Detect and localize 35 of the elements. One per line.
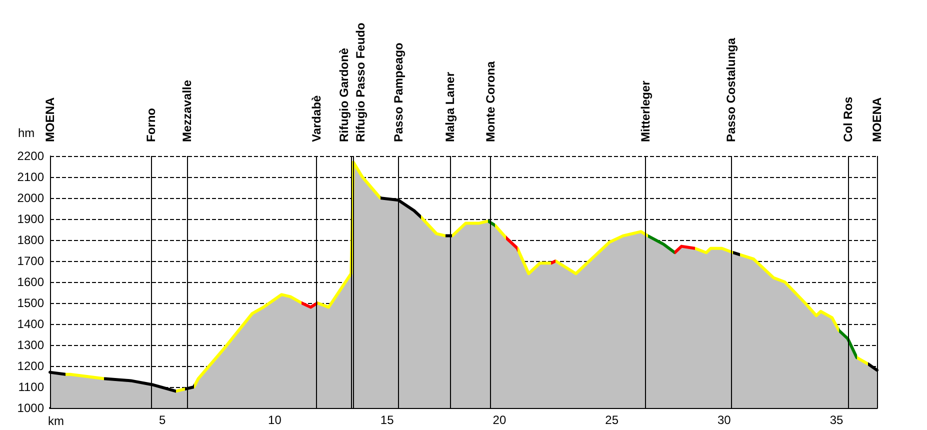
y-tick-label: 1000 — [17, 401, 44, 415]
ref-line-label: Mitterleger — [638, 80, 653, 142]
y-tick-label: 2200 — [17, 149, 44, 163]
y-tick-label: 1600 — [17, 275, 44, 289]
y-tick-label: 2100 — [17, 170, 44, 184]
y-tick-label: 1800 — [17, 233, 44, 247]
ref-line-label: Passo Pampeago — [391, 42, 406, 142]
ref-line-label: MOENA — [43, 97, 57, 142]
ref-line-label: Rifugio Passo Feudo — [353, 22, 368, 142]
x-tick-label: 20 — [492, 413, 506, 427]
y-tick-label: 1400 — [17, 317, 44, 331]
x-tick-label: 15 — [380, 413, 394, 427]
x-tick-label: 30 — [718, 413, 732, 427]
ref-line-label: Col Ros — [840, 96, 855, 142]
y-tick-label: 1500 — [17, 296, 44, 310]
y-tick-label: 1100 — [18, 380, 44, 394]
x-tick-label: 35 — [830, 413, 844, 427]
ref-line-label: Vardabè — [309, 94, 324, 142]
ref-line-label: Monte Corona — [483, 61, 498, 142]
ref-line-label: Passo Costalunga — [724, 38, 738, 142]
y-tick-label: 1900 — [17, 212, 44, 226]
x-tick-label: 10 — [268, 413, 282, 427]
x-tick-label: 25 — [605, 413, 619, 427]
y-tick-label: 1200 — [17, 359, 44, 373]
y-tick-label: 1700 — [17, 254, 44, 268]
x-axis-title: km — [48, 414, 64, 428]
y-tick-label: 1300 — [17, 338, 44, 352]
ref-line-label: Rifugio Gardonè — [337, 48, 352, 142]
ref-line-label: MOENA — [870, 97, 884, 142]
y-axis-title: hm — [18, 126, 35, 140]
y-tick-label: 2000 — [17, 191, 44, 205]
ref-line-label: Malga Laner — [443, 72, 458, 142]
x-tick-label: 5 — [159, 413, 166, 427]
ref-line-label: Mezzavalle — [180, 80, 194, 142]
ref-line-label: Forno — [144, 108, 158, 142]
